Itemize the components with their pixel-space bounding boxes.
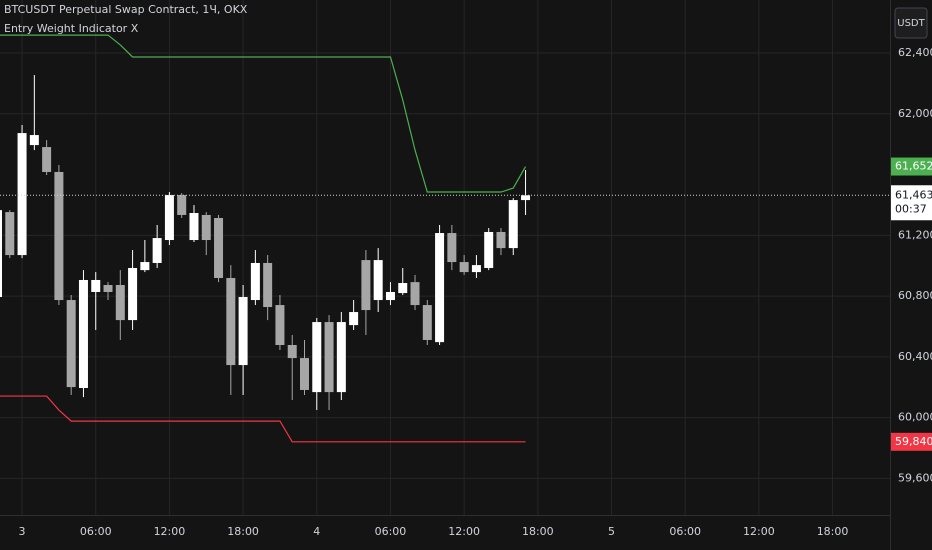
y-tick-label: 59,600.0 <box>898 471 932 484</box>
x-tick-label: 3 <box>19 525 26 538</box>
candle-body <box>78 279 88 388</box>
candle-body <box>29 135 39 146</box>
countdown-label: 00:37 <box>895 202 927 215</box>
indicator-line <box>0 34 527 193</box>
candle-body <box>152 238 162 263</box>
x-tick-label: 06:00 <box>375 525 407 538</box>
candle-body <box>373 260 383 301</box>
candle-body <box>275 305 285 346</box>
candle-body <box>54 171 64 301</box>
x-tick-label: 4 <box>313 525 320 538</box>
indicator-line <box>0 395 526 443</box>
axes: 62,400.0 62,000.0 61,200.0 60,800.0 60,400.0… <box>19 46 932 538</box>
y-tick-label: 62,000.0 <box>898 107 932 120</box>
candle-body <box>447 233 457 263</box>
x-tick-label: 18:00 <box>817 525 849 538</box>
currency-button[interactable] <box>894 7 928 39</box>
x-tick-label: 12:00 <box>448 525 480 538</box>
candle-body <box>471 265 481 273</box>
indicator-name: Entry Weight Indicator X <box>4 22 139 35</box>
candle-body <box>324 322 334 393</box>
price-tag <box>891 157 932 176</box>
plot <box>0 34 890 443</box>
candle-body <box>103 284 113 292</box>
candle-body <box>521 195 531 201</box>
candle-body <box>115 284 125 321</box>
candle-body <box>0 210 2 297</box>
candle-body <box>66 300 76 388</box>
y-tick-label: 60,800.0 <box>898 289 932 302</box>
candle-body <box>422 305 432 340</box>
last-price-tag <box>891 185 932 221</box>
candle-body <box>287 345 297 359</box>
candle-body <box>410 282 420 306</box>
candle-body <box>91 279 101 292</box>
candle-body <box>189 212 199 241</box>
candle-body <box>484 231 494 268</box>
candle-body <box>164 195 174 241</box>
y-tick-label: 60,000.0 <box>898 411 932 424</box>
candle-body <box>508 200 518 249</box>
candle-body <box>336 322 346 393</box>
candle-body <box>496 231 506 249</box>
candle-body <box>263 262 273 308</box>
x-tick-label: 06:00 <box>80 525 112 538</box>
candle-body <box>459 262 469 273</box>
x-tick-label: 12:00 <box>743 525 775 538</box>
candle-body <box>201 214 211 241</box>
candle-body <box>177 195 187 215</box>
y-tick-label: 62,400.0 <box>898 46 932 59</box>
x-tick-label: 12:00 <box>154 525 186 538</box>
candle-body <box>17 133 27 256</box>
candle-body <box>361 260 371 311</box>
x-tick-label: 18:00 <box>522 525 554 538</box>
price-tag <box>891 432 932 451</box>
price-tag-label: 59,840.8 <box>895 435 932 448</box>
candle-body <box>214 218 224 279</box>
x-tick-label: 5 <box>608 525 615 538</box>
candle-body <box>349 312 359 326</box>
x-tick-label: 18:00 <box>227 525 259 538</box>
candle-body <box>42 147 52 172</box>
candle-body <box>300 358 309 390</box>
candle-body <box>140 262 150 271</box>
candle-body <box>128 267 138 321</box>
x-tick-label: 06:00 <box>669 525 701 538</box>
last-price-label: 61,463.7 <box>895 188 932 201</box>
price-tag-label: 61,652.8 <box>895 160 932 173</box>
candle-body <box>435 233 445 343</box>
candle-body <box>398 283 408 294</box>
candle-body <box>250 262 260 301</box>
candle-body <box>312 322 322 393</box>
y-tick-label: 61,200.0 <box>898 228 932 241</box>
candle-body <box>226 278 236 366</box>
candle-body <box>238 296 248 366</box>
y-tick-label: 60,400.0 <box>898 350 932 363</box>
currency-label[interactable]: USDT <box>897 18 925 29</box>
candle-body <box>385 291 395 301</box>
candle-body <box>5 212 15 256</box>
chart-title: BTCUSDT Perpetual Swap Contract, 1Ч, OKX <box>4 3 248 16</box>
